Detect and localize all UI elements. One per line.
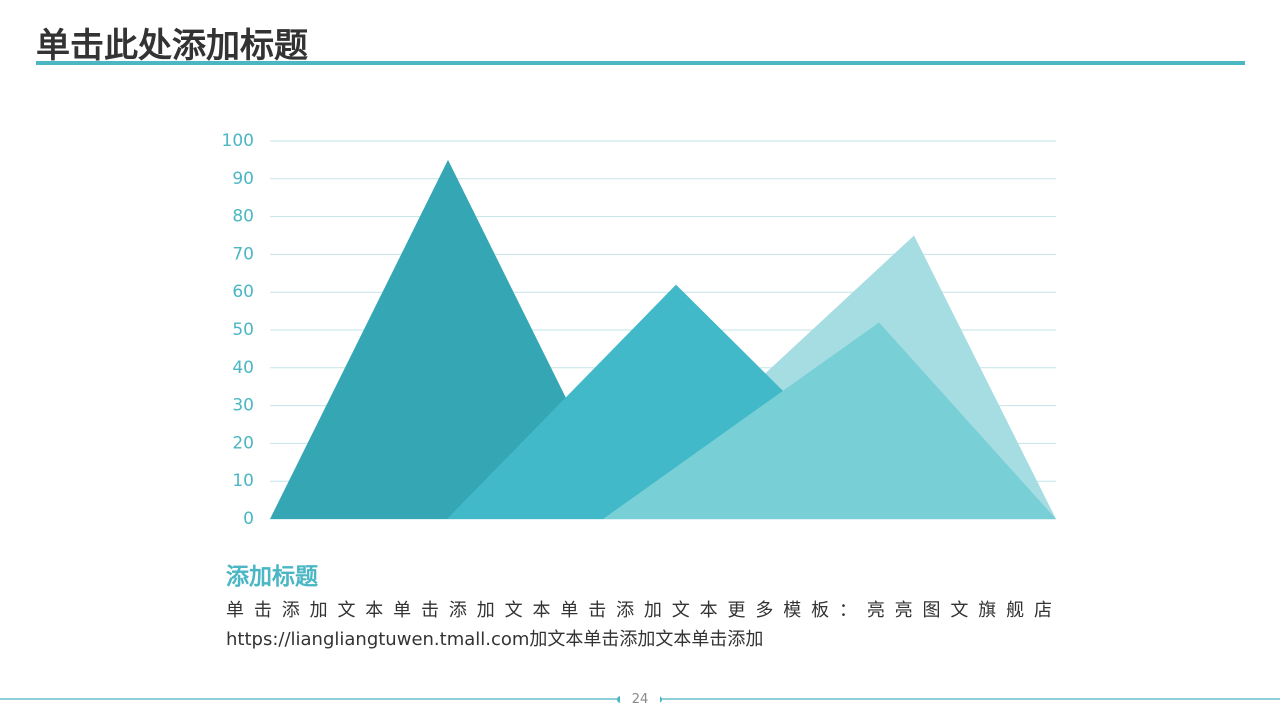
page-number: 24	[620, 690, 660, 710]
y-tick-label: 60	[232, 282, 254, 302]
mountain-bar	[603, 322, 1056, 519]
y-tick-label: 0	[243, 509, 254, 529]
text-heading: 添加标题	[226, 564, 318, 590]
y-tick-label: 70	[232, 244, 254, 264]
y-tick-label: 20	[232, 433, 254, 453]
y-tick-label: 30	[232, 396, 254, 416]
y-tick-label: 90	[232, 169, 254, 189]
y-tick-label: 10	[232, 471, 254, 491]
y-tick-label: 50	[232, 320, 254, 340]
y-tick-label: 40	[232, 358, 254, 378]
body-text: 单击添加文本单击添加文本单击添加文本更多模板：亮亮图文旗舰店	[226, 600, 1056, 621]
body-text: https://liangliangtuwen.tmall.com加文本单击添加…	[226, 629, 764, 650]
y-tick-label: 80	[232, 207, 254, 227]
title-rule	[36, 61, 1245, 65]
slide-title: 单击此处添加标题	[36, 26, 308, 66]
y-tick-label: 100	[222, 131, 254, 151]
